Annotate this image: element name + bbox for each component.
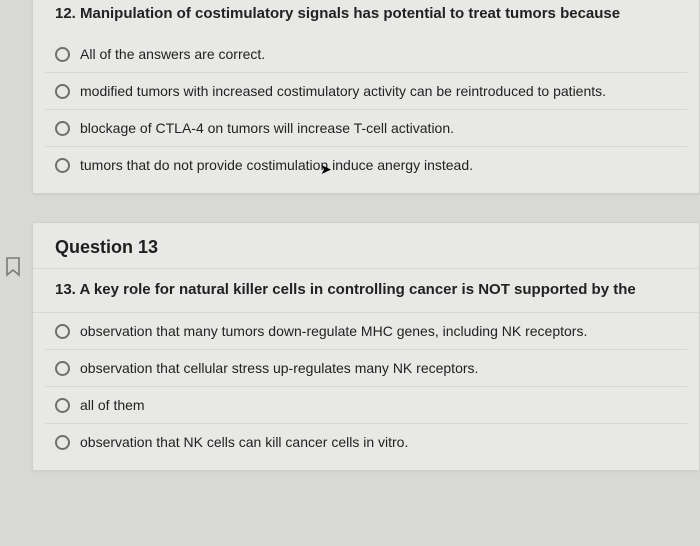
bookmark-flag-icon[interactable] bbox=[4, 256, 22, 278]
q13-option-1[interactable]: observation that cellular stress up-regu… bbox=[45, 349, 687, 386]
option-label: modified tumors with increased costimula… bbox=[80, 83, 606, 99]
q13-option-2[interactable]: all of them bbox=[45, 386, 687, 423]
radio-icon[interactable] bbox=[55, 361, 70, 376]
q13-option-3[interactable]: observation that NK cells can kill cance… bbox=[45, 423, 687, 460]
radio-icon[interactable] bbox=[55, 47, 70, 62]
question-13-prompt: 13. A key role for natural killer cells … bbox=[33, 269, 699, 313]
radio-icon[interactable] bbox=[55, 435, 70, 450]
option-label: blockage of CTLA-4 on tumors will increa… bbox=[80, 120, 454, 136]
q12-option-0[interactable]: All of the answers are correct. bbox=[45, 36, 687, 72]
q12-option-1[interactable]: modified tumors with increased costimula… bbox=[45, 72, 687, 109]
option-label: All of the answers are correct. bbox=[80, 46, 265, 62]
question-13-options: observation that many tumors down-regula… bbox=[33, 313, 699, 470]
q13-option-0[interactable]: observation that many tumors down-regula… bbox=[45, 313, 687, 349]
radio-icon[interactable] bbox=[55, 324, 70, 339]
question-13-header: Question 13 bbox=[33, 223, 699, 269]
question-13-title: Question 13 bbox=[55, 237, 677, 258]
option-label: tumors that do not provide costimulation… bbox=[80, 157, 473, 173]
question-12-card: 12. Manipulation of costimulatory signal… bbox=[32, 0, 700, 194]
q12-option-3[interactable]: tumors that do not provide costimulation… bbox=[45, 146, 687, 183]
radio-icon[interactable] bbox=[55, 121, 70, 136]
radio-icon[interactable] bbox=[55, 398, 70, 413]
radio-icon[interactable] bbox=[55, 158, 70, 173]
radio-icon[interactable] bbox=[55, 84, 70, 99]
question-13-card: Question 13 13. A key role for natural k… bbox=[32, 222, 700, 471]
option-label: all of them bbox=[80, 397, 145, 413]
option-label: observation that cellular stress up-regu… bbox=[80, 360, 478, 376]
question-12-prompt: 12. Manipulation of costimulatory signal… bbox=[33, 0, 699, 36]
option-label: observation that NK cells can kill cance… bbox=[80, 434, 408, 450]
question-12-options: All of the answers are correct. modified… bbox=[33, 36, 699, 193]
option-label: observation that many tumors down-regula… bbox=[80, 323, 587, 339]
q12-option-2[interactable]: blockage of CTLA-4 on tumors will increa… bbox=[45, 109, 687, 146]
